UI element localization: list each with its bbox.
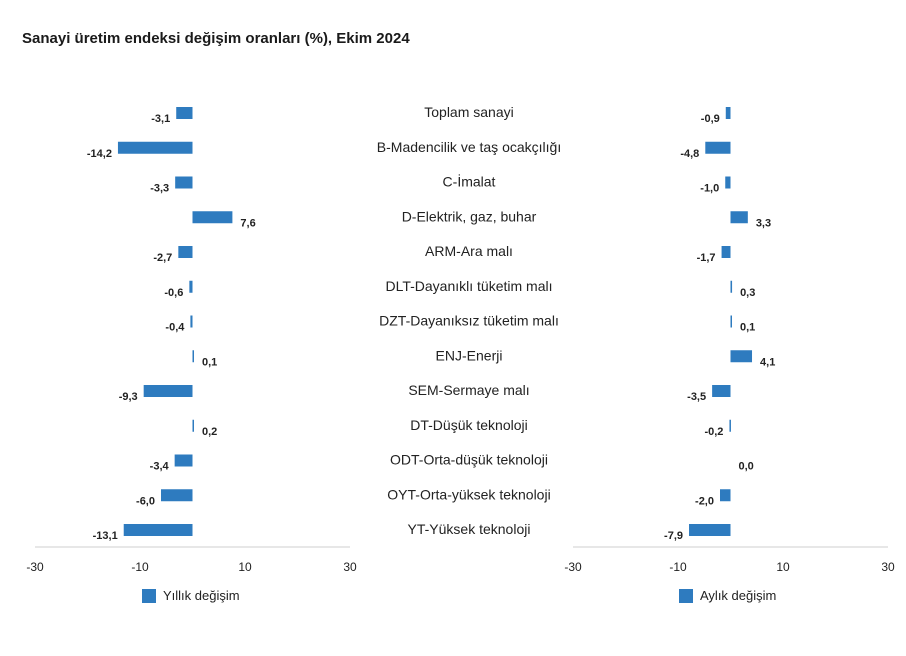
category-label: DLT-Dayanıklı tüketim malı: [385, 278, 552, 294]
data-label: -0,2: [704, 426, 723, 438]
chart-title: Sanayi üretim endeksi değişim oranları (…: [22, 30, 410, 47]
data-label: -0,9: [701, 113, 720, 125]
data-label: 3,3: [756, 217, 771, 229]
legend-label-annual: Yıllık değişim: [163, 588, 240, 603]
data-label: 0,1: [740, 322, 755, 334]
bar: [189, 280, 193, 293]
x-tick-label: 10: [238, 560, 252, 574]
bar: [143, 385, 193, 397]
category-label: Toplam sanayi: [424, 104, 514, 120]
data-label: 4,1: [760, 356, 775, 368]
data-label: 0,3: [740, 287, 755, 299]
data-label: -2,7: [153, 252, 172, 264]
category-label: D-Elektrik, gaz, buhar: [402, 208, 537, 224]
legend-monthly: Aylık değişim: [679, 588, 776, 603]
data-label: -9,3: [119, 391, 138, 403]
category-label: ARM-Ara malı: [425, 243, 513, 259]
data-label: 7,6: [240, 217, 255, 229]
bar: [192, 419, 194, 432]
category-label: C-İmalat: [443, 173, 496, 190]
bar: [725, 107, 731, 119]
data-label: -3,5: [687, 391, 706, 403]
data-label: -14,2: [87, 148, 112, 160]
bar: [730, 280, 733, 293]
x-tick-label: -10: [669, 560, 687, 574]
category-label: YT-Yüksek teknoloji: [408, 521, 531, 537]
bar: [161, 489, 193, 502]
data-label: -1,0: [700, 183, 719, 195]
x-tick-label: -10: [131, 560, 149, 574]
bar: [689, 524, 731, 536]
bar: [725, 176, 731, 189]
data-label: -4,8: [680, 148, 699, 160]
legend-annual: Yıllık değişim: [142, 588, 240, 603]
category-label: DZT-Dayanıksız tüketim malı: [379, 313, 559, 329]
x-tick-label: -30: [564, 560, 582, 574]
data-label: -13,1: [93, 530, 118, 542]
category-label: SEM-Sermaye malı: [408, 382, 529, 398]
data-label: -0,4: [165, 322, 185, 334]
data-label: -6,0: [136, 495, 155, 507]
bar: [729, 419, 731, 432]
category-label: OYT-Orta-yüksek teknoloji: [387, 486, 550, 502]
category-label: DT-Düşük teknoloji: [410, 417, 528, 433]
legend-swatch-annual: [142, 588, 156, 603]
bar: [712, 385, 731, 397]
bar: [178, 246, 193, 258]
bar: [730, 315, 732, 328]
data-label: -3,4: [150, 461, 170, 473]
data-label: 0,0: [739, 461, 754, 473]
bar: [176, 107, 193, 119]
x-tick-label: 30: [881, 560, 895, 574]
bar: [192, 350, 194, 363]
data-label: -2,0: [695, 495, 714, 507]
bar: [117, 141, 193, 154]
category-label: B-Madencilik ve taş ocakçılığı: [377, 139, 561, 155]
category-label: ODT-Orta-düşük teknoloji: [390, 452, 548, 468]
legend-label-monthly: Aylık değişim: [700, 588, 777, 603]
bar: [721, 246, 731, 258]
bar: [190, 315, 193, 328]
bar: [175, 176, 193, 189]
data-label: -0,6: [164, 287, 183, 299]
category-label: ENJ-Enerji: [436, 347, 503, 363]
x-tick-label: -30: [26, 560, 44, 574]
data-label: -3,3: [150, 183, 169, 195]
bar: [192, 211, 233, 224]
x-tick-label: 10: [776, 560, 790, 574]
bar: [730, 211, 748, 224]
bar: [720, 489, 731, 502]
data-label: 0,1: [202, 356, 217, 368]
bar: [174, 454, 193, 467]
bar: [123, 524, 193, 536]
data-label: -7,9: [664, 530, 683, 542]
data-label: -3,1: [151, 113, 170, 125]
data-label: 0,2: [202, 426, 217, 438]
legend-swatch-monthly: [679, 588, 693, 603]
bar: [705, 141, 731, 154]
data-label: -1,7: [697, 252, 716, 264]
bar: [730, 350, 753, 363]
x-tick-label: 30: [343, 560, 357, 574]
